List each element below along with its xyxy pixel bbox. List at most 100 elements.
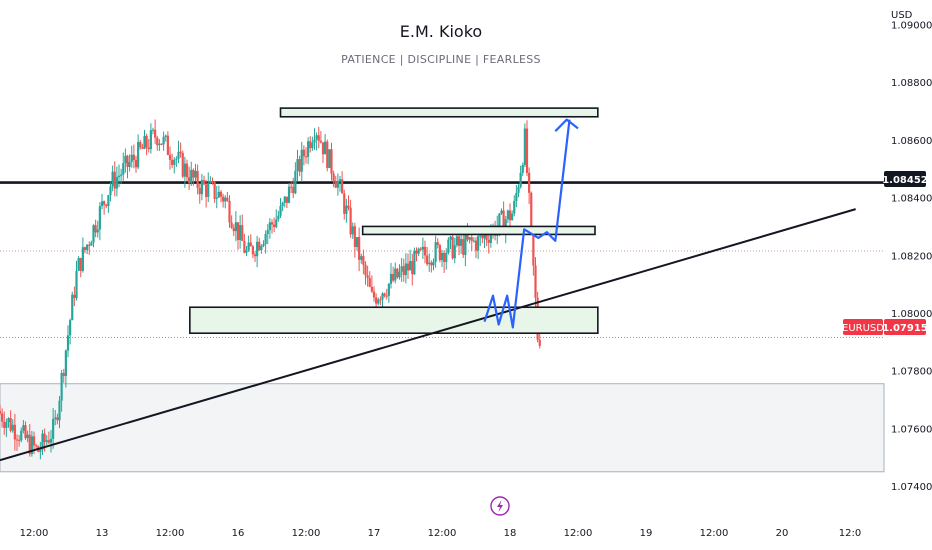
candle-body-154	[326, 141, 329, 168]
candle-body-6	[11, 424, 14, 431]
x-tick-5: 17	[368, 528, 381, 539]
candle-body-111	[234, 222, 237, 232]
candle-body-245	[519, 172, 522, 187]
candle-body-27	[56, 417, 59, 421]
candle-body-103	[217, 191, 220, 198]
price-axis[interactable]: USD 1.09000 1.08800 1.08600 1.08400 1.08200 1…	[891, 10, 932, 493]
candle-body-15	[30, 436, 33, 454]
projection-arrow-head	[554, 118, 579, 132]
candle-body-190	[402, 266, 405, 276]
candle-body-221	[468, 237, 471, 240]
candle-body-173	[366, 275, 369, 279]
candle-body-14	[28, 434, 31, 454]
candle-body-149	[315, 135, 318, 140]
candle-body-2	[3, 421, 6, 428]
candle-body-155	[328, 149, 331, 168]
candle-body-132	[279, 206, 282, 216]
candle-body-159	[336, 181, 339, 188]
candle-body-125	[264, 233, 267, 245]
time-axis[interactable]: 12:00 13 12:00 16 12:00 17 12:00 18 12:00 19 12:00…	[20, 528, 862, 539]
candle-body-207	[438, 245, 441, 261]
symbol-tag-text: EURUSD	[842, 323, 884, 334]
candle-body-129	[273, 224, 276, 228]
candle-body-1	[1, 413, 4, 422]
candle-body-3	[5, 421, 8, 428]
candle-body-23	[47, 440, 50, 443]
x-tick-6: 12:00	[428, 528, 457, 539]
candle-body-34	[71, 294, 74, 321]
candle-body-69	[145, 135, 148, 148]
y-tick-6: 1.07800	[891, 367, 932, 378]
zone-middle-box	[361, 225, 596, 236]
candle-body-239	[506, 210, 509, 220]
level-price-tag: 1.08452	[882, 171, 928, 187]
candle-body-210	[445, 252, 448, 263]
candle-body-53	[111, 171, 114, 187]
candle-body-241	[511, 213, 514, 221]
candle-body-57	[120, 174, 123, 176]
candle-body-205	[434, 242, 437, 262]
candle-body-137	[290, 186, 293, 188]
candle-body-37	[77, 257, 80, 271]
candle-body-112	[236, 222, 240, 241]
candle-body-213	[451, 236, 454, 259]
candle-body-61	[128, 161, 131, 167]
x-tick-7: 18	[504, 528, 517, 539]
candle-body-77	[162, 136, 165, 145]
candle-body-12	[24, 425, 27, 439]
level-price-text: 1.08452	[882, 175, 928, 186]
candle-body-119	[251, 246, 254, 255]
candle-body-123	[260, 245, 263, 251]
candle-body-72	[151, 129, 155, 131]
candle-body-24	[49, 438, 53, 443]
gray-range-zone	[0, 383, 885, 473]
candle-body-139	[294, 171, 297, 194]
y-tick-2: 1.08600	[891, 136, 932, 147]
candle-body-214	[453, 245, 456, 259]
candle-body-160	[338, 179, 342, 182]
candle-body-136	[287, 186, 291, 203]
candle-body-188	[398, 271, 401, 278]
lightning-icon[interactable]	[490, 496, 510, 516]
candle-body-183	[387, 283, 390, 296]
candle-body-145	[307, 141, 310, 157]
candle-body-64	[134, 159, 138, 168]
candle-body-130	[275, 219, 278, 228]
candle-body-11	[22, 425, 25, 431]
candle-body-90	[190, 169, 193, 183]
candle-body-189	[400, 266, 403, 272]
candle-body-222	[470, 237, 473, 241]
candle-body-96	[202, 180, 206, 185]
candle-body-10	[20, 430, 23, 441]
candle-body-161	[341, 179, 344, 194]
candle-body-106	[224, 197, 227, 202]
candle-body-38	[79, 257, 82, 271]
y-tick-5: 1.08000	[891, 309, 932, 320]
candle-body-102	[215, 197, 218, 199]
candle-body-9	[18, 439, 21, 441]
candle-body-150	[317, 135, 320, 141]
x-tick-3: 16	[232, 528, 245, 539]
candle-body-254	[538, 339, 541, 346]
last-price-text: 1.07915	[882, 323, 928, 334]
candle-body-141	[298, 159, 301, 172]
candle-body-231	[489, 233, 492, 243]
candle-body-215	[455, 236, 458, 246]
candle-body-115	[243, 240, 246, 253]
candle-body-33	[69, 320, 72, 336]
candle-body-110	[232, 227, 235, 232]
candle-body-118	[249, 242, 252, 247]
candle-body-0	[0, 411, 2, 414]
trend-line[interactable]	[0, 208, 856, 462]
projection-path[interactable]	[483, 119, 571, 329]
candle-body-44	[92, 225, 95, 243]
candle-body-193	[409, 261, 412, 271]
candle-body-194	[411, 261, 414, 275]
candle-body-240	[508, 210, 512, 221]
candle-body-50	[105, 204, 108, 206]
candle-body-82	[173, 159, 176, 165]
candle-body-65	[137, 141, 140, 168]
candle-body-62	[130, 154, 133, 162]
candle-body-211	[447, 239, 450, 253]
